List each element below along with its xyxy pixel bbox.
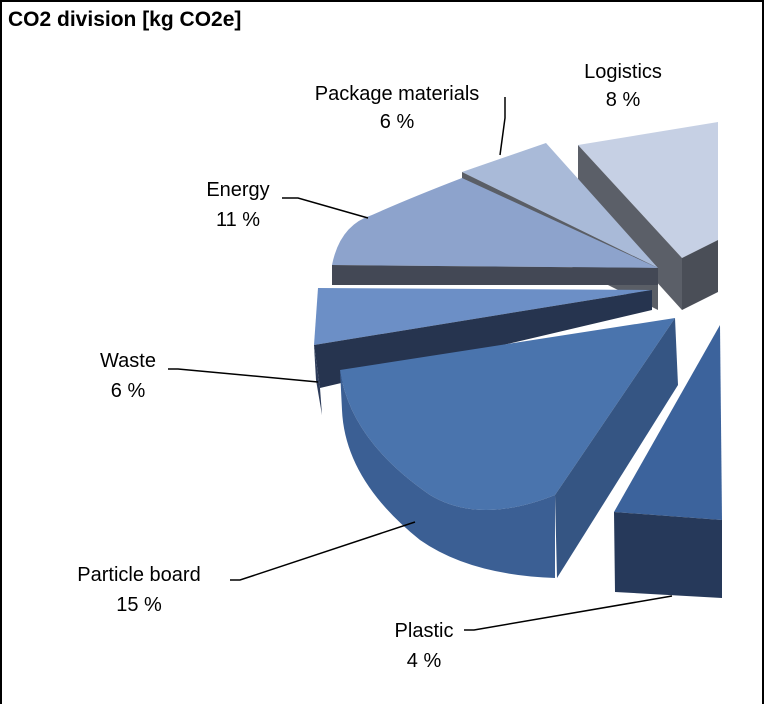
leader-line-energy xyxy=(282,197,369,219)
slice-plastic xyxy=(614,325,722,598)
label-package-materials-name: Package materials xyxy=(315,83,480,105)
label-logistics-value: 8 % xyxy=(606,89,641,111)
label-energy-name: Energy xyxy=(206,179,269,201)
slice-energy xyxy=(332,178,658,285)
leader-line-particle-board xyxy=(230,521,416,581)
label-particle-board-name: Particle board xyxy=(77,564,200,586)
leader-line-package-materials xyxy=(499,97,506,156)
label-waste-name: Waste xyxy=(100,350,156,372)
label-waste-value: 6 % xyxy=(111,380,146,402)
slice-particle-board xyxy=(340,318,678,578)
label-plastic-name: Plastic xyxy=(395,620,454,642)
leader-line-waste xyxy=(168,368,319,383)
leader-line-plastic xyxy=(464,595,673,631)
label-energy-value: 11 % xyxy=(216,209,260,231)
label-particle-board-value: 15 % xyxy=(116,594,162,616)
label-logistics-name: Logistics xyxy=(584,61,662,83)
label-package-materials-value: 6 % xyxy=(380,111,415,133)
label-plastic-value: 4 % xyxy=(407,650,442,672)
chart-title: CO2 division [kg CO2e] xyxy=(8,8,242,31)
leader-lines xyxy=(168,97,673,631)
